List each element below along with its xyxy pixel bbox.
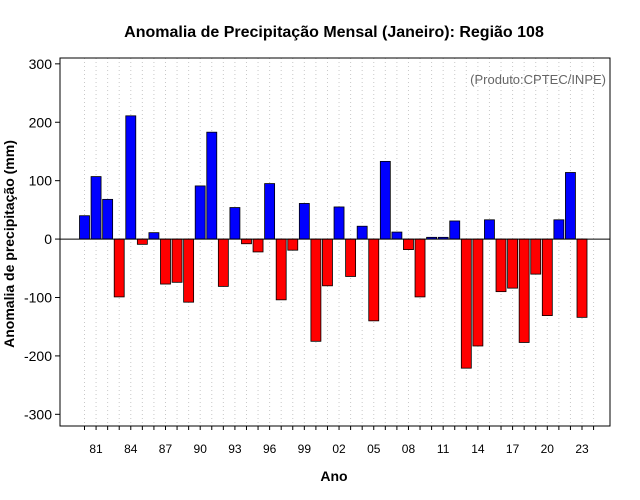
bar (136, 238, 148, 245)
x-tick-label: 20 (541, 442, 555, 456)
credit-label: (Produto:CPTEC/INPE) (470, 72, 606, 87)
bar (264, 183, 276, 240)
y-tick-label: 200 (29, 114, 53, 130)
x-tick-label: 87 (159, 442, 173, 456)
bar (472, 238, 484, 347)
bar (576, 238, 588, 318)
bar (484, 219, 495, 240)
bar (345, 238, 357, 277)
bar (518, 238, 530, 343)
bar (206, 131, 218, 240)
bar (460, 238, 472, 369)
bar (241, 238, 252, 245)
bar (553, 219, 565, 240)
bar (356, 225, 368, 240)
bar (368, 238, 380, 322)
bar (507, 238, 518, 289)
bar (113, 238, 125, 298)
x-tick-label: 93 (228, 442, 242, 456)
x-tick-label: 05 (367, 442, 381, 456)
bar (183, 238, 195, 303)
x-tick-label: 08 (402, 442, 416, 456)
x-tick-label: 17 (506, 442, 520, 456)
bar (171, 238, 183, 283)
bars (79, 115, 588, 369)
x-axis: 81 84 87 90 93 96 99 02 05 08 11 14 17 20 23 (84, 426, 595, 456)
x-tick-label: 81 (89, 442, 103, 456)
bar (495, 238, 507, 293)
x-tick-label: 14 (471, 442, 485, 456)
bar (79, 215, 90, 240)
bar (102, 198, 114, 240)
bar (310, 238, 322, 342)
y-tick-label: 300 (29, 56, 53, 72)
bar (160, 238, 171, 285)
bar (403, 238, 414, 250)
y-axis-title: Anomalia de precipitação (mm) (1, 140, 17, 348)
bar (125, 115, 137, 240)
bar (565, 172, 576, 240)
bar (414, 238, 426, 298)
x-tick-label: 11 (437, 442, 450, 456)
x-axis-title: Ano (320, 468, 347, 484)
plot-area-border (59, 57, 611, 427)
bar (90, 176, 102, 240)
bar (217, 238, 229, 287)
bar (275, 238, 287, 301)
bar (298, 203, 310, 240)
y-tick-label: 100 (29, 173, 53, 189)
bar (194, 185, 206, 240)
bar (530, 238, 542, 275)
x-tick-label: 02 (332, 442, 346, 456)
x-tick-label: 84 (124, 442, 138, 456)
chart-title: Anomalia de Precipitação Mensal (Janeiro… (124, 24, 544, 41)
x-tick-label: 23 (575, 442, 589, 456)
y-tick-label: -200 (24, 348, 52, 364)
bar (333, 206, 345, 240)
bar (541, 238, 553, 316)
y-tick-label: -300 (24, 406, 52, 422)
bar (229, 207, 241, 240)
bar (148, 232, 160, 240)
bar (252, 238, 264, 253)
x-tick-label: 99 (298, 442, 312, 456)
bar (287, 238, 299, 251)
y-tick-label: 0 (44, 231, 52, 247)
x-tick-label: 96 (263, 442, 277, 456)
y-axis: -300 -200 -100 0 100 200 300 (24, 56, 60, 422)
y-tick-label: -100 (24, 289, 52, 305)
bar (379, 160, 391, 240)
bar (322, 238, 333, 287)
x-tick-label: 90 (194, 442, 208, 456)
bar (449, 220, 461, 240)
bar (391, 231, 403, 240)
